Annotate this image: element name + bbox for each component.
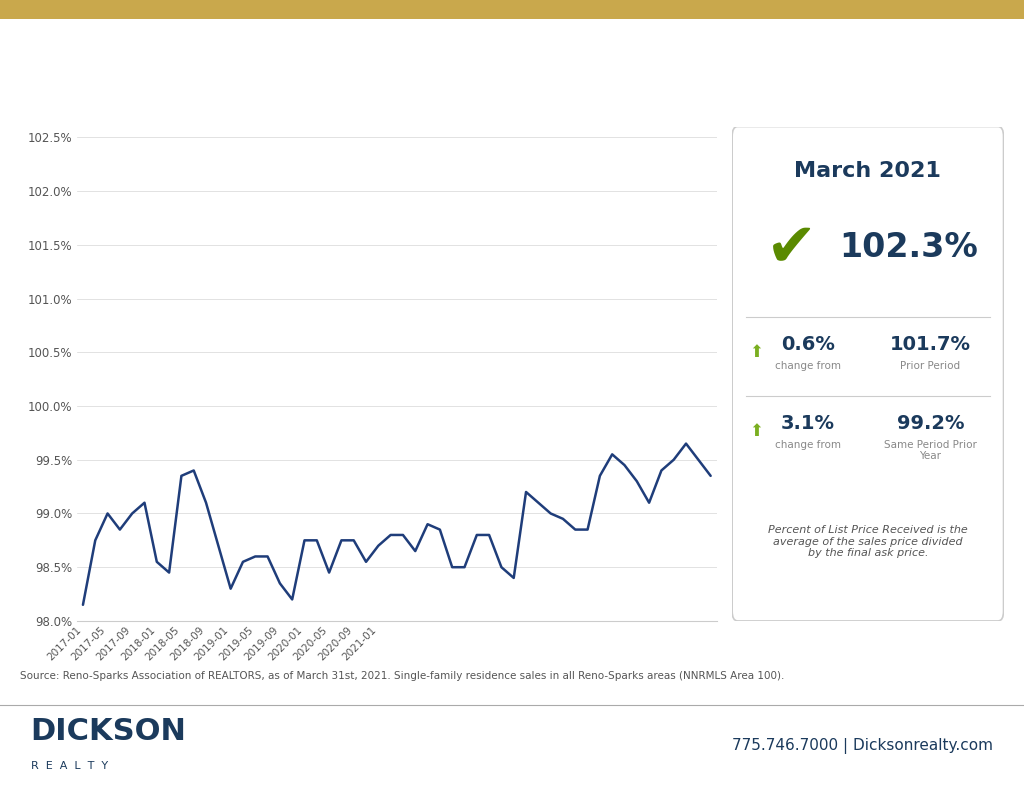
Text: 3.1%: 3.1% [781, 414, 836, 433]
Text: Over Ask Analysis: Over Ask Analysis [601, 45, 993, 83]
Text: change from: change from [775, 361, 841, 371]
Text: 0.6%: 0.6% [781, 335, 836, 354]
Text: Prior Period: Prior Period [900, 361, 961, 371]
Text: change from: change from [775, 441, 841, 450]
Text: DICKSON: DICKSON [31, 717, 186, 747]
Text: ✔: ✔ [766, 221, 817, 280]
Text: R  E  A  L  T  Y: R E A L T Y [31, 760, 108, 770]
Text: 775.746.7000 | Dicksonrealty.com: 775.746.7000 | Dicksonrealty.com [732, 737, 993, 754]
Text: 102.3%: 102.3% [840, 231, 978, 264]
Text: Source: Reno-Sparks Association of REALTORS, as of March 31st, 2021. Single-fami: Source: Reno-Sparks Association of REALT… [20, 672, 784, 681]
Text: 101.7%: 101.7% [890, 335, 971, 354]
Text: ⬆: ⬆ [750, 343, 764, 361]
FancyBboxPatch shape [732, 127, 1004, 621]
Text: Same Period Prior
Year: Same Period Prior Year [884, 440, 977, 461]
Text: March 2021: March 2021 [795, 161, 941, 181]
Text: 99.2%: 99.2% [896, 414, 964, 433]
Text: Percent of List Price Received is the
average of the sales price divided
by the : Percent of List Price Received is the av… [768, 525, 968, 558]
FancyBboxPatch shape [0, 0, 1024, 18]
Text: ⬆: ⬆ [750, 422, 764, 440]
